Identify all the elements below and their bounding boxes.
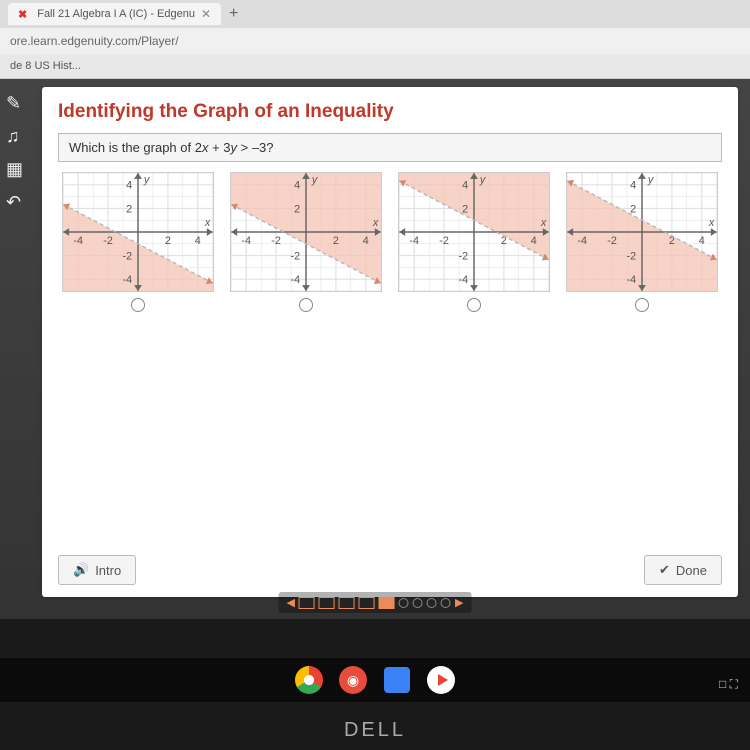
pager-next[interactable]: ▶ <box>455 596 463 609</box>
app-icon-red[interactable]: ◉ <box>338 665 368 695</box>
pager-step[interactable] <box>319 597 335 609</box>
svg-text:2: 2 <box>294 203 300 215</box>
pager-prev[interactable]: ◀ <box>287 596 295 609</box>
svg-text:2: 2 <box>165 235 171 247</box>
radio-option[interactable] <box>131 298 145 312</box>
svg-text:2: 2 <box>462 203 468 215</box>
graph-plot: -4-224-4-224 x y <box>566 172 718 292</box>
tab-title: Fall 21 Algebra I A (IC) - Edgenu <box>37 8 195 20</box>
svg-text:-4: -4 <box>626 274 636 286</box>
pager-step[interactable] <box>399 598 409 608</box>
svg-text:-4: -4 <box>241 235 251 247</box>
play-store-icon[interactable] <box>426 665 456 695</box>
svg-text:-2: -2 <box>458 251 468 263</box>
audio-icon: 🔊 <box>73 562 89 578</box>
browser-tab[interactable]: ✖ Fall 21 Algebra I A (IC) - Edgenu ✕ <box>8 3 221 25</box>
svg-text:x: x <box>708 217 715 229</box>
system-tray[interactable]: □ ⛶ <box>719 677 738 692</box>
svg-text:y: y <box>143 174 150 186</box>
pager-step[interactable] <box>379 597 395 609</box>
pager-step[interactable] <box>339 597 355 609</box>
graph-option[interactable]: -4-224-4-224 x y <box>562 172 722 312</box>
svg-text:-4: -4 <box>290 274 300 286</box>
done-label: Done <box>676 563 707 578</box>
graph-option[interactable]: -4 -2 2 4 -4 -2 2 4 x y <box>226 172 386 312</box>
svg-text:y: y <box>479 174 486 186</box>
svg-text:4: 4 <box>630 180 636 192</box>
svg-text:4: 4 <box>699 235 705 247</box>
svg-text:-4: -4 <box>458 274 468 286</box>
svg-text:4: 4 <box>195 235 201 247</box>
svg-text:-2: -2 <box>271 235 281 247</box>
pager-step[interactable] <box>299 597 315 609</box>
bookmark-bar: de 8 US Hist... <box>0 54 750 78</box>
laptop-brand: DELL <box>344 719 406 742</box>
lesson-title: Identifying the Graph of an Inequality <box>58 101 722 123</box>
check-icon: ✔ <box>659 562 670 578</box>
pager-step[interactable] <box>427 598 437 608</box>
svg-text:x: x <box>540 217 547 229</box>
pencil-icon[interactable]: ✎ <box>6 93 23 114</box>
svg-text:4: 4 <box>294 180 300 192</box>
radio-option[interactable] <box>635 298 649 312</box>
svg-text:4: 4 <box>126 180 132 192</box>
svg-text:-2: -2 <box>439 235 449 247</box>
pager-step[interactable] <box>441 598 451 608</box>
svg-text:-2: -2 <box>103 235 113 247</box>
svg-text:-4: -4 <box>577 235 587 247</box>
player-frame: ✎ ♫ ▦ ↶ Identifying the Graph of an Ineq… <box>0 79 750 619</box>
question-text: Which is the graph of 2x + 3y > –3? <box>58 133 722 162</box>
close-icon[interactable]: ✕ <box>201 7 211 21</box>
svg-text:-2: -2 <box>626 251 636 263</box>
edgenuity-icon: ✖ <box>18 8 27 21</box>
radio-option[interactable] <box>467 298 481 312</box>
svg-text:x: x <box>372 217 379 229</box>
url-bar[interactable]: ore.learn.edgenuity.com/Player/ <box>0 28 750 54</box>
pager-step[interactable] <box>359 597 375 609</box>
content-panel: Identifying the Graph of an Inequality W… <box>42 87 738 597</box>
svg-text:-4: -4 <box>122 274 132 286</box>
lesson-pager: ◀▶ <box>279 592 472 613</box>
bookmark-item[interactable]: de 8 US Hist... <box>10 60 81 72</box>
bottom-buttons: 🔊 Intro ✔ Done <box>58 555 722 585</box>
svg-text:-2: -2 <box>122 251 132 263</box>
side-toolbar: ✎ ♫ ▦ ↶ <box>6 93 23 213</box>
back-icon[interactable]: ↶ <box>6 192 23 213</box>
graph-plot: -4 -2 2 4 -4 -2 2 4 x y <box>62 172 214 292</box>
svg-text:-4: -4 <box>73 235 83 247</box>
headphones-icon[interactable]: ♫ <box>6 126 23 147</box>
browser-chrome: ✖ Fall 21 Algebra I A (IC) - Edgenu ✕ + … <box>0 0 750 79</box>
svg-text:-2: -2 <box>607 235 617 247</box>
url-text: ore.learn.edgenuity.com/Player/ <box>10 34 179 48</box>
app-icon-blue[interactable] <box>382 665 412 695</box>
svg-text:y: y <box>647 174 654 186</box>
svg-text:4: 4 <box>363 235 369 247</box>
chrome-icon[interactable] <box>294 665 324 695</box>
graph-option[interactable]: -4 -2 2 4 -4 -2 2 4 x y <box>58 172 218 312</box>
radio-option[interactable] <box>299 298 313 312</box>
calc-icon[interactable]: ▦ <box>6 159 23 180</box>
taskbar: ◉ <box>0 658 750 702</box>
svg-text:-2: -2 <box>290 251 300 263</box>
graph-option[interactable]: -4-224-4-224 x y <box>394 172 554 312</box>
graph-plot: -4-224-4-224 x y <box>398 172 550 292</box>
done-button[interactable]: ✔ Done <box>644 555 722 585</box>
svg-text:-4: -4 <box>409 235 419 247</box>
svg-text:2: 2 <box>333 235 339 247</box>
pager-step[interactable] <box>413 598 423 608</box>
intro-label: Intro <box>95 563 121 578</box>
svg-text:y: y <box>311 174 318 186</box>
graph-options-row: -4 -2 2 4 -4 -2 2 4 x y -4 -2 2 4 -4 -2 2 4 <box>58 172 722 312</box>
graph-plot: -4 -2 2 4 -4 -2 2 4 x y <box>230 172 382 292</box>
new-tab-button[interactable]: + <box>229 5 238 23</box>
intro-button[interactable]: 🔊 Intro <box>58 555 136 585</box>
svg-text:2: 2 <box>126 203 132 215</box>
svg-text:4: 4 <box>531 235 537 247</box>
svg-text:x: x <box>204 217 211 229</box>
svg-text:4: 4 <box>462 180 468 192</box>
tab-bar: ✖ Fall 21 Algebra I A (IC) - Edgenu ✕ + <box>0 0 750 28</box>
svg-text:2: 2 <box>630 203 636 215</box>
